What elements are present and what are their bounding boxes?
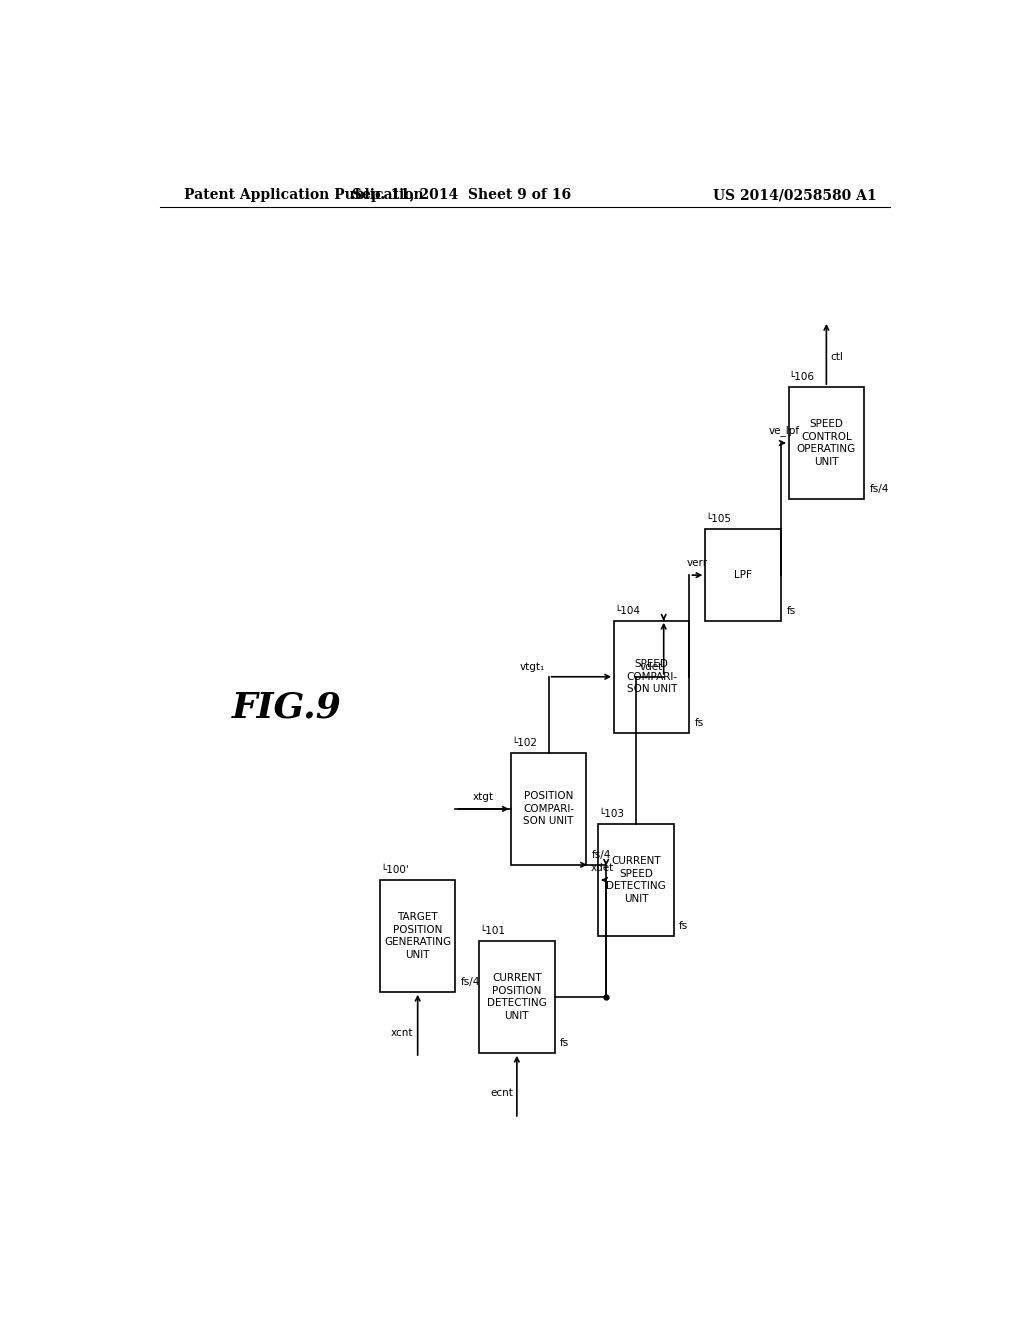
Text: └101: └101 <box>479 925 505 936</box>
Text: fs/4: fs/4 <box>592 850 611 859</box>
Bar <box>598 824 674 936</box>
Text: verr: verr <box>687 558 708 568</box>
Text: US 2014/0258580 A1: US 2014/0258580 A1 <box>713 189 877 202</box>
Text: └106: └106 <box>788 372 815 381</box>
Bar <box>511 752 587 865</box>
Text: vdet: vdet <box>640 661 664 672</box>
Text: ve_lpf: ve_lpf <box>769 425 801 436</box>
Text: CURRENT
POSITION
DETECTING
UNIT: CURRENT POSITION DETECTING UNIT <box>487 973 547 1020</box>
Text: SPEED
COMPARI-
SON UNIT: SPEED COMPARI- SON UNIT <box>627 660 677 694</box>
Text: fs: fs <box>560 1038 569 1048</box>
Text: fs/4: fs/4 <box>461 977 480 987</box>
Text: xdet: xdet <box>591 863 613 873</box>
Text: Patent Application Publication: Patent Application Publication <box>183 189 423 202</box>
Text: ecnt: ecnt <box>490 1089 513 1098</box>
Text: fs: fs <box>786 606 796 616</box>
Bar <box>706 529 780 620</box>
Text: xtgt: xtgt <box>473 792 494 801</box>
Text: └105: └105 <box>706 515 731 524</box>
Text: └102: └102 <box>511 738 537 748</box>
Bar <box>788 387 864 499</box>
Text: fs: fs <box>679 921 688 931</box>
Text: fs: fs <box>695 718 705 727</box>
Text: └100': └100' <box>380 865 409 875</box>
Text: vtgt₁: vtgt₁ <box>519 661 545 672</box>
Text: POSITION
COMPARI-
SON UNIT: POSITION COMPARI- SON UNIT <box>523 792 574 826</box>
Text: Sep. 11, 2014  Sheet 9 of 16: Sep. 11, 2014 Sheet 9 of 16 <box>352 189 570 202</box>
Bar <box>479 941 555 1053</box>
Text: └103: └103 <box>598 809 625 818</box>
Bar <box>614 620 689 733</box>
Text: xcnt: xcnt <box>391 1027 414 1038</box>
Text: FIG.9: FIG.9 <box>231 690 342 725</box>
Text: CURRENT
SPEED
DETECTING
UNIT: CURRENT SPEED DETECTING UNIT <box>606 857 666 904</box>
Text: ctl: ctl <box>830 351 843 362</box>
Text: SPEED
CONTROL
OPERATING
UNIT: SPEED CONTROL OPERATING UNIT <box>797 420 856 466</box>
Text: LPF: LPF <box>734 570 752 579</box>
Text: └104: └104 <box>614 606 640 615</box>
Text: fs/4: fs/4 <box>869 484 889 494</box>
Bar <box>380 880 456 991</box>
Text: TARGET
POSITION
GENERATING
UNIT: TARGET POSITION GENERATING UNIT <box>384 912 452 960</box>
